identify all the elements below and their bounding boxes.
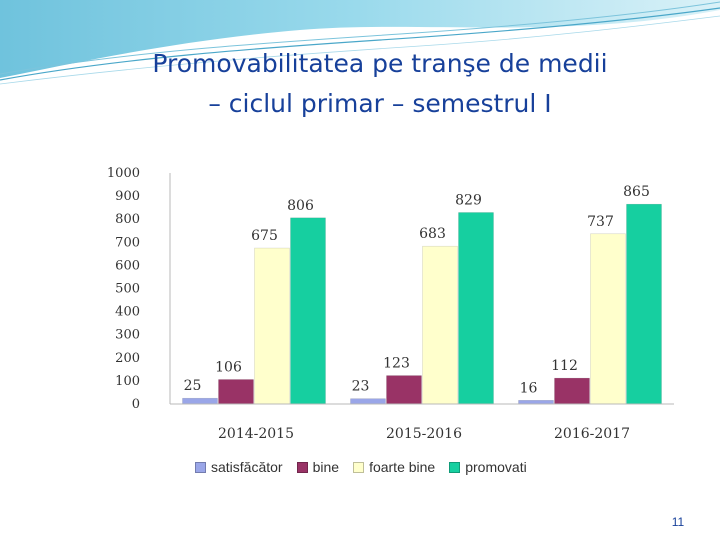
chart-legend: satisfăcător bine foarte bine promovati (195, 457, 541, 477)
legend-label-bine: bine (312, 459, 340, 475)
bar-satisfacator-2016-2017 (518, 400, 554, 405)
x-category-label-2015-2016: 2015-2016 (386, 426, 462, 442)
data-label-foarte-bine-2016-2017: 737 (587, 214, 614, 230)
y-tick-label-800: 800 (115, 212, 140, 227)
data-label-bine-2015-2016: 123 (383, 356, 410, 372)
x-axis: 2014-2015 2015-2016 2016-2017 (170, 403, 674, 442)
y-tick-label-900: 900 (115, 189, 140, 204)
data-label-bine-2014-2015: 106 (215, 360, 242, 376)
legend-label-promovati: promovati (465, 459, 527, 475)
bar-foarte-bine-2016-2017 (590, 233, 626, 405)
plot-background (170, 173, 674, 404)
bar-bine-2014-2015 (218, 379, 254, 405)
y-axis: 0 100 200 300 400 500 600 700 800 900 1000 (107, 166, 171, 412)
y-tick-label-200: 200 (115, 351, 140, 366)
header-wave-decoration (0, 0, 720, 85)
bar-bine-2015-2016 (386, 375, 422, 405)
legend-swatch-bine (296, 461, 308, 473)
data-label-foarte-bine-2015-2016: 683 (419, 226, 446, 242)
data-label-satisfacator-2016-2017: 16 (520, 380, 538, 396)
legend-label-foarte-bine: foarte bine (369, 459, 436, 475)
y-tick-label-500: 500 (115, 282, 140, 297)
slide-title-line-2: – ciclul primar – semestrul I (208, 89, 552, 118)
data-label-satisfacator-2015-2016: 23 (352, 379, 370, 395)
bar-foarte-bine-2014-2015 (254, 247, 290, 405)
bar-bine-2016-2017 (554, 377, 590, 405)
data-labels: 25 106 675 806 23 123 683 829 16 112 737 865 (184, 184, 650, 396)
legend-swatch-satisfacator (195, 461, 206, 473)
data-label-promovati-2015-2016: 829 (455, 193, 482, 209)
data-label-bine-2016-2017: 112 (551, 358, 578, 374)
slide-title: Promovabilitatea pe tranşe de medii – ci… (60, 44, 700, 124)
legend-item-satisfacator: satisfăcător (195, 459, 283, 475)
legend-item-promovati: promovati (449, 459, 527, 475)
slide-title-line-1: Promovabilitatea pe tranşe de medii (152, 49, 608, 78)
y-tick-label-100: 100 (115, 374, 140, 389)
data-label-promovati-2014-2015: 806 (287, 198, 314, 214)
data-label-satisfacator-2014-2015: 25 (184, 378, 202, 394)
legend-swatch-foarte-bine (353, 461, 365, 473)
y-tick-label-700: 700 (115, 235, 140, 250)
page-number: 11 (671, 515, 685, 529)
data-label-foarte-bine-2014-2015: 675 (251, 228, 278, 244)
bar-satisfacator-2014-2015 (182, 397, 218, 405)
legend-item-bine: bine (296, 459, 340, 475)
y-tick-label-0: 0 (132, 397, 140, 412)
legend-item-foarte-bine: foarte bine (353, 459, 435, 475)
x-category-label-2016-2017: 2016-2017 (554, 426, 630, 442)
x-category-label-2014-2015: 2014-2015 (218, 426, 294, 442)
legend-swatch-promovati (449, 461, 461, 473)
bar-promovati-2016-2017 (626, 203, 662, 405)
data-label-promovati-2016-2017: 865 (623, 184, 650, 200)
legend-label-satisfacator: satisfăcător (211, 459, 283, 475)
y-tick-label-1000: 1000 (107, 166, 140, 181)
bar-foarte-bine-2015-2016 (422, 245, 458, 405)
y-tick-label-400: 400 (115, 305, 140, 320)
y-tick-label-300: 300 (115, 328, 140, 343)
bar-satisfacator-2015-2016 (350, 398, 386, 405)
bar-promovati-2015-2016 (458, 212, 494, 405)
bar-promovati-2014-2015 (290, 217, 326, 405)
y-tick-label-600: 600 (115, 258, 140, 273)
plot-area (170, 173, 674, 404)
